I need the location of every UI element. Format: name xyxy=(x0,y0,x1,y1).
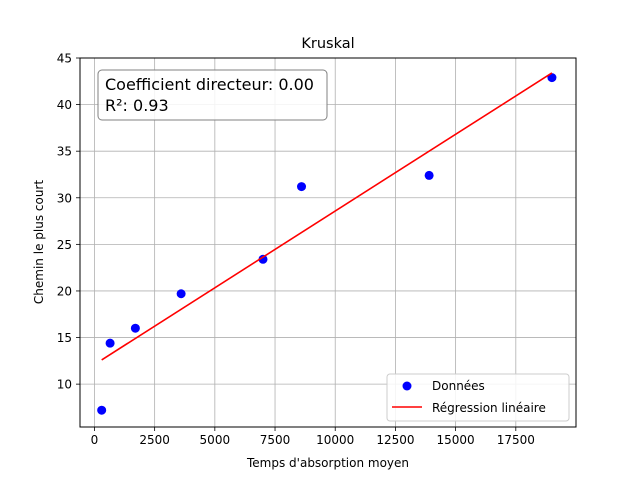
annotation-box: Coefficient directeur: 0.00 R²: 0.93 xyxy=(97,69,328,121)
x-tick-label: 17500 xyxy=(497,433,535,447)
legend-label-donnees: Données xyxy=(432,379,485,393)
plot-area-frame xyxy=(79,57,577,428)
data-point xyxy=(297,182,307,192)
regression-line xyxy=(101,72,553,361)
data-point xyxy=(176,289,186,299)
legend: Données Régression linéaire xyxy=(386,373,570,422)
x-tick-label: 2500 xyxy=(139,433,170,447)
annotation-box-frame xyxy=(97,69,328,121)
y-tick-label: 30 xyxy=(57,191,72,205)
x-tick-label: 15000 xyxy=(437,433,475,447)
annotation-slope: Coefficient directeur: 0.00 xyxy=(105,75,314,94)
y-axis-label: Chemin le plus court xyxy=(32,180,46,304)
chart-title: Kruskal xyxy=(301,36,354,52)
data-point xyxy=(130,323,140,333)
y-tick-label: 35 xyxy=(57,145,72,159)
y-axis-ticks: 10 15 20 25 30 35 40 45 xyxy=(57,52,80,392)
legend-marker-donnees xyxy=(402,381,412,391)
y-tick-label: 45 xyxy=(57,52,72,66)
x-tick-label: 7500 xyxy=(260,433,291,447)
x-tick-label: 5000 xyxy=(200,433,231,447)
y-tick-label: 20 xyxy=(57,284,72,298)
legend-frame xyxy=(386,373,570,422)
x-tick-label: 10000 xyxy=(316,433,354,447)
data-point xyxy=(547,73,557,83)
y-tick-label: 15 xyxy=(57,331,72,345)
y-tick-label: 25 xyxy=(57,238,72,252)
x-axis-ticks: 0 2500 5000 7500 10000 12500 15000 17500 xyxy=(91,427,535,447)
data-point xyxy=(105,338,115,348)
data-point xyxy=(258,254,268,264)
plot-series xyxy=(97,72,557,415)
x-axis-label: Temps d'absorption moyen xyxy=(246,456,409,470)
x-tick-label: 12500 xyxy=(376,433,414,447)
data-point xyxy=(97,405,107,415)
y-tick-label: 10 xyxy=(57,378,72,392)
x-tick-label: 0 xyxy=(91,433,99,447)
data-point xyxy=(424,170,434,180)
annotation-r2: R²: 0.93 xyxy=(105,96,169,115)
legend-label-regression: Régression linéaire xyxy=(432,401,546,415)
y-tick-label: 40 xyxy=(57,98,72,112)
